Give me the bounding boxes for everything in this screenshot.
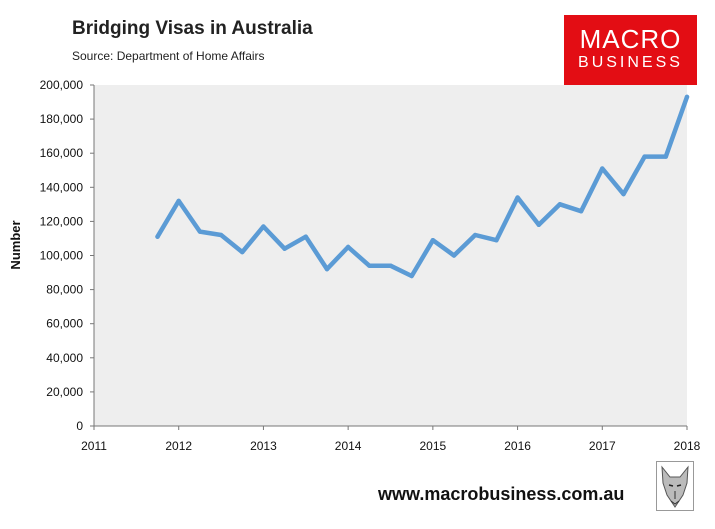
- logo-line2: BUSINESS: [578, 54, 683, 71]
- series-line: [155, 94, 690, 279]
- x-tick-label: 2015: [420, 439, 447, 453]
- data-point: [684, 94, 690, 100]
- wolf-illustration-icon: [656, 461, 694, 511]
- footer-url[interactable]: www.macrobusiness.com.au: [378, 484, 625, 504]
- data-point: [388, 263, 393, 268]
- data-point: [494, 237, 499, 243]
- data-point: [218, 232, 224, 238]
- x-tick-label: 2016: [504, 439, 531, 453]
- data-point: [282, 246, 287, 251]
- data-point: [324, 266, 330, 272]
- data-point: [197, 229, 203, 234]
- y-tick-label: 100,000: [40, 249, 84, 263]
- data-point: [578, 208, 584, 214]
- y-tick-label: 140,000: [40, 180, 84, 194]
- data-point: [409, 273, 414, 279]
- chart-title: Bridging Visas in Australia: [72, 18, 313, 39]
- series-group: [155, 94, 690, 279]
- y-tick-label: 180,000: [40, 112, 84, 126]
- x-tick-label: 2012: [165, 439, 192, 453]
- data-point: [176, 198, 181, 204]
- data-point: [430, 237, 436, 243]
- y-tick-label: 60,000: [46, 317, 83, 331]
- y-axis-ticks: 0 20,000 40,000 60,000 80,000 100,000 120,000 1…: [40, 78, 94, 433]
- data-point: [600, 166, 605, 171]
- y-tick-label: 20,000: [46, 385, 83, 399]
- data-point: [515, 195, 520, 200]
- y-tick-label: 160,000: [40, 146, 84, 160]
- y-tick-label: 0: [76, 419, 83, 433]
- x-axis-ticks: 2011 2012 2013 2014 2015 2016 2017 2018: [81, 426, 701, 453]
- chart-source: Source: Department of Home Affairs: [72, 49, 265, 63]
- x-tick-label: 2017: [589, 439, 616, 453]
- y-axis-label: Number: [8, 220, 23, 269]
- plot-area: [94, 85, 687, 426]
- data-point: [642, 154, 647, 159]
- y-tick-label: 200,000: [40, 78, 84, 92]
- x-tick-label: 2018: [674, 439, 701, 453]
- data-point: [155, 234, 160, 239]
- x-tick-label: 2014: [335, 439, 362, 453]
- data-point: [451, 253, 457, 258]
- logo-line1: MACRO: [579, 24, 682, 54]
- data-point: [367, 263, 372, 268]
- x-tick-label: 2011: [81, 439, 107, 453]
- data-point: [557, 202, 563, 207]
- y-tick-label: 40,000: [46, 351, 83, 365]
- y-tick-label: 80,000: [46, 283, 83, 297]
- data-point: [261, 224, 266, 229]
- data-point: [621, 191, 626, 197]
- data-point: [240, 249, 245, 255]
- x-tick-label: 2013: [250, 439, 277, 453]
- data-point: [473, 232, 478, 238]
- data-point: [536, 222, 541, 228]
- macrobusiness-logo[interactable]: MACRO BUSINESS: [564, 15, 697, 85]
- data-point: [345, 244, 351, 250]
- data-point: [303, 234, 308, 239]
- data-point: [663, 154, 669, 159]
- y-tick-label: 120,000: [40, 214, 84, 228]
